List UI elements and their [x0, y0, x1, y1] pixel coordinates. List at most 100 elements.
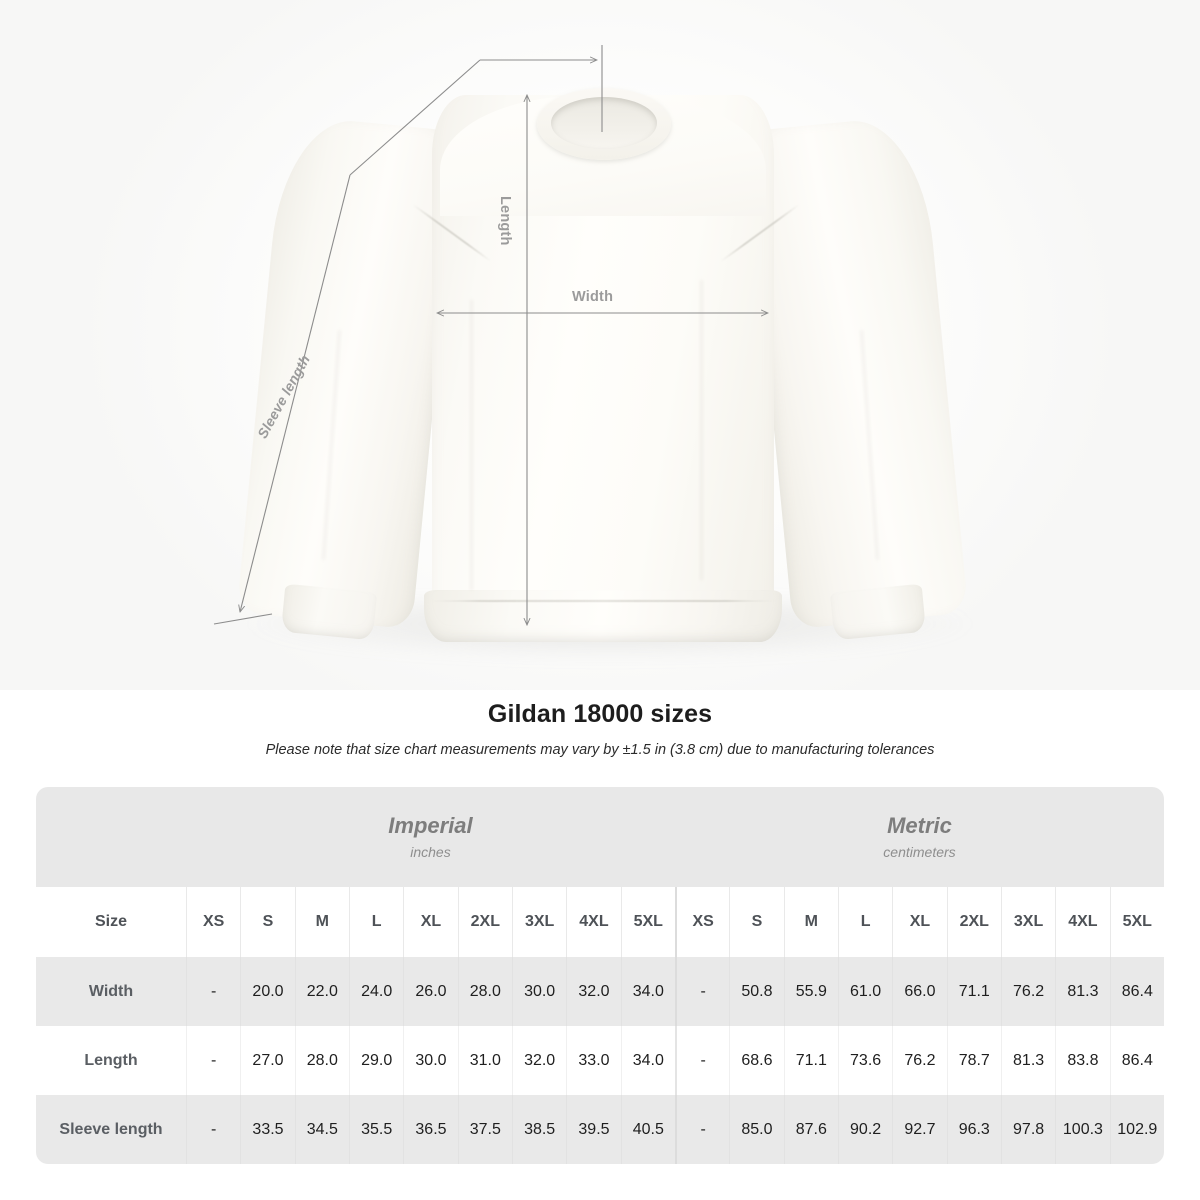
table-row: Width -20.0 22.0 24.0 26.0 28.0 30.0 32.0 34.0-5… — [36, 957, 1164, 1026]
size-column-header-imperial-xs: XS — [186, 887, 241, 957]
size-column-header-metric-2xl: 2XL — [946, 887, 1001, 957]
cell-sleeve-length-metric-xs: - — [674, 1095, 730, 1164]
cell-sleeve-length-imperial-l: 35.5 — [348, 1095, 404, 1164]
cell-length-metric-m: 71.1 — [783, 1026, 838, 1095]
cell-length-imperial-xs: - — [186, 1026, 241, 1095]
neck-opening — [551, 97, 657, 149]
unit-header-metric: Metric centimeters — [674, 787, 1164, 887]
cell-sleeve-length-metric-4xl: 100.3 — [1055, 1095, 1110, 1164]
size-column-header-metric-4xl: 4XL — [1055, 887, 1110, 957]
cell-sleeve-length-metric-l: 90.2 — [837, 1095, 893, 1164]
cell-width-imperial-3xl: 30.0 — [511, 957, 567, 1026]
size-column-header-imperial-5xl: 5XL — [620, 887, 675, 957]
cell-width-metric-3xl: 76.2 — [1000, 957, 1056, 1026]
size-column-header-metric-l: L — [837, 887, 893, 957]
cell-width-metric-2xl: 71.1 — [946, 957, 1001, 1026]
cell-length-metric-2xl: 78.7 — [946, 1026, 1001, 1095]
table-row: Length -27.0 28.0 29.0 30.0 31.0 32.0 33.0 34.0-… — [36, 1026, 1164, 1095]
cell-sleeve-length-imperial-xl: 36.5 — [403, 1095, 458, 1164]
page-title: Gildan 18000 sizes — [487, 700, 713, 728]
size-column-header-metric-xl: XL — [892, 887, 947, 957]
size-table-wrapper: Imperial inches Metric centimeters Size XS S M L… — [36, 787, 1164, 1164]
cell-length-imperial-5xl: 34.0 — [620, 1026, 675, 1095]
cell-width-metric-m: 55.9 — [783, 957, 838, 1026]
cell-width-imperial-4xl: 32.0 — [566, 957, 621, 1026]
length-label: Length — [497, 196, 513, 246]
cell-width-imperial-s: 20.0 — [240, 957, 295, 1026]
cell-length-metric-xs: - — [674, 1026, 730, 1095]
size-column-header-metric-xs: XS — [674, 887, 730, 957]
sweatshirt-illustration — [236, 88, 970, 660]
width-label: Width — [572, 289, 614, 305]
unit-banner-row: Imperial inches Metric centimeters — [36, 787, 1164, 887]
cell-length-imperial-xl: 30.0 — [403, 1026, 458, 1095]
cell-sleeve-length-metric-m: 87.6 — [783, 1095, 838, 1164]
cell-sleeve-length-metric-xl: 92.7 — [892, 1095, 947, 1164]
size-column-header-imperial-2xl: 2XL — [457, 887, 512, 957]
table-row: Sleeve length -33.5 34.5 35.5 36.5 37.5 38.5 39… — [36, 1095, 1164, 1164]
cell-length-imperial-l: 29.0 — [348, 1026, 404, 1095]
cell-length-imperial-4xl: 33.0 — [566, 1026, 621, 1095]
size-header-label: Size — [94, 913, 127, 930]
cell-length-metric-5xl: 86.4 — [1109, 1026, 1164, 1095]
unit-banner-spacer — [36, 787, 186, 887]
cell-sleeve-length-imperial-5xl: 40.5 — [620, 1095, 675, 1164]
fabric-fold — [700, 280, 703, 580]
unit-header-imperial: Imperial inches — [186, 787, 675, 887]
size-column-header-imperial-3xl: 3XL — [511, 887, 567, 957]
cell-sleeve-length-imperial-xs: - — [186, 1095, 241, 1164]
cell-sleeve-length-imperial-4xl: 39.5 — [566, 1095, 621, 1164]
row-label-length: Length — [36, 1026, 186, 1095]
cell-sleeve-length-metric-5xl: 102.9 — [1109, 1095, 1164, 1164]
cell-width-imperial-l: 24.0 — [348, 957, 404, 1026]
cell-length-metric-3xl: 81.3 — [1000, 1026, 1056, 1095]
cell-length-metric-s: 68.6 — [729, 1026, 784, 1095]
cell-width-metric-s: 50.8 — [729, 957, 784, 1026]
garment-photo: Width Length Sleeve length — [0, 0, 1200, 690]
unit-name: Metric — [887, 812, 952, 838]
unit-subtitle: centimeters — [883, 844, 956, 861]
row-label-sleeve-length: Sleeve length — [36, 1095, 186, 1164]
sleeve-length-guide — [213, 45, 603, 625]
cell-length-metric-xl: 76.2 — [892, 1026, 947, 1095]
cell-width-imperial-xl: 26.0 — [403, 957, 458, 1026]
cell-width-metric-l: 61.0 — [837, 957, 893, 1026]
cell-length-metric-l: 73.6 — [837, 1026, 893, 1095]
cell-sleeve-length-metric-2xl: 96.3 — [946, 1095, 1001, 1164]
cell-length-imperial-3xl: 32.0 — [511, 1026, 567, 1095]
garment-hem — [424, 590, 782, 642]
cell-length-imperial-s: 27.0 — [240, 1026, 295, 1095]
tolerance-note: Please note that size chart measurements… — [265, 742, 935, 758]
size-column-header-imperial-xl: XL — [403, 887, 458, 957]
size-column-header-metric-s: S — [729, 887, 784, 957]
size-column-header-metric-m: M — [783, 887, 838, 957]
size-column-header-imperial-l: L — [348, 887, 404, 957]
cell-width-metric-xs: - — [674, 957, 730, 1026]
cell-width-imperial-2xl: 28.0 — [457, 957, 512, 1026]
size-column-header-metric-5xl: 5XL — [1109, 887, 1164, 957]
cell-sleeve-length-imperial-3xl: 38.5 — [511, 1095, 567, 1164]
fabric-fold — [470, 300, 473, 590]
row-label-width: Width — [36, 957, 186, 1026]
unit-name: Imperial — [388, 812, 473, 838]
cell-sleeve-length-imperial-s: 33.5 — [240, 1095, 295, 1164]
measurement-overlay — [213, 45, 1200, 690]
cell-sleeve-length-imperial-m: 34.5 — [294, 1095, 349, 1164]
unit-subtitle: inches — [410, 844, 451, 861]
cell-sleeve-length-metric-3xl: 97.8 — [1000, 1095, 1056, 1164]
cell-width-metric-xl: 66.0 — [892, 957, 947, 1026]
cell-sleeve-length-metric-s: 85.0 — [729, 1095, 784, 1164]
cell-sleeve-length-imperial-2xl: 37.5 — [457, 1095, 512, 1164]
cell-width-imperial-m: 22.0 — [294, 957, 349, 1026]
cell-width-imperial-5xl: 34.0 — [620, 957, 675, 1026]
cell-length-metric-4xl: 83.8 — [1055, 1026, 1110, 1095]
cell-length-imperial-m: 28.0 — [294, 1026, 349, 1095]
size-column-header-metric-3xl: 3XL — [1000, 887, 1056, 957]
hem-rib — [430, 600, 776, 602]
cell-width-imperial-xs: - — [186, 957, 241, 1026]
size-column-header-imperial-m: M — [294, 887, 349, 957]
cell-width-metric-4xl: 81.3 — [1055, 957, 1110, 1026]
size-column-header-imperial-s: S — [240, 887, 295, 957]
cell-width-metric-5xl: 86.4 — [1109, 957, 1164, 1026]
